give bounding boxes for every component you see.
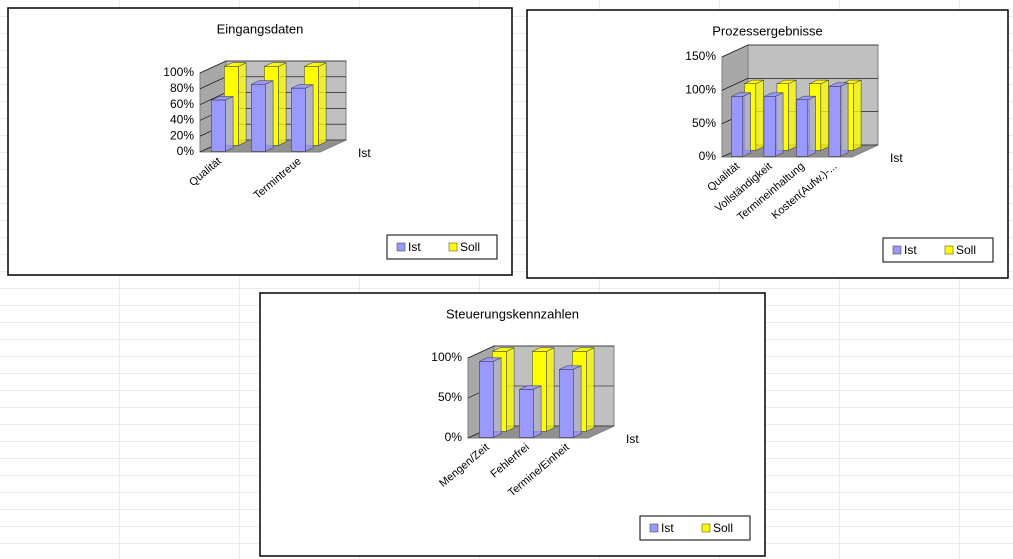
legend-swatch bbox=[649, 523, 659, 533]
bar-side bbox=[533, 385, 542, 438]
bar-side bbox=[506, 347, 515, 432]
bar bbox=[211, 99, 226, 152]
chart-title: Steuerungskennzahlen bbox=[446, 306, 579, 321]
bar-side bbox=[238, 62, 247, 146]
depth-label: Ist bbox=[626, 432, 639, 446]
bar bbox=[519, 389, 534, 438]
bar bbox=[479, 361, 494, 438]
legend-swatch bbox=[944, 245, 954, 255]
bar-side bbox=[840, 82, 849, 157]
bar-side bbox=[586, 347, 595, 432]
y-tick-label: 0% bbox=[699, 149, 717, 163]
y-tick-label: 40% bbox=[170, 113, 194, 127]
y-tick-label: 80% bbox=[170, 81, 194, 95]
legend-label: Ist bbox=[661, 521, 674, 535]
legend-swatch bbox=[701, 523, 711, 533]
legend-label: Soll bbox=[713, 521, 733, 535]
y-tick-label: 100% bbox=[685, 83, 716, 97]
y-tick-label: 20% bbox=[170, 128, 194, 142]
bar-side bbox=[755, 79, 764, 151]
bar bbox=[828, 86, 841, 157]
grid-line bbox=[199, 60, 346, 74]
legend-box bbox=[639, 515, 751, 541]
bar-side bbox=[788, 79, 797, 151]
legend-swatch bbox=[396, 242, 406, 252]
bar-side bbox=[225, 96, 234, 152]
bar bbox=[796, 99, 809, 157]
bar-side bbox=[807, 95, 816, 157]
y-tick-label: 0% bbox=[445, 430, 463, 444]
bar-side bbox=[775, 92, 784, 157]
legend-swatch bbox=[892, 245, 902, 255]
bar-side bbox=[318, 62, 327, 146]
legend-box bbox=[386, 234, 498, 260]
depth-label: Ist bbox=[890, 151, 903, 165]
bar-side bbox=[820, 79, 829, 151]
grid-line bbox=[721, 44, 878, 58]
grid-line bbox=[721, 78, 878, 91]
chart-title: Eingangsdaten bbox=[217, 21, 304, 36]
bar bbox=[291, 87, 306, 152]
bar-side bbox=[546, 347, 555, 432]
y-tick-label: 100% bbox=[163, 65, 194, 79]
bar-side bbox=[742, 92, 751, 157]
bar-side bbox=[305, 84, 314, 152]
bar bbox=[763, 96, 776, 157]
bar-side bbox=[278, 62, 287, 146]
bar bbox=[731, 96, 744, 157]
bar-side bbox=[853, 79, 862, 151]
grid-line bbox=[467, 345, 614, 359]
legend-swatch bbox=[448, 242, 458, 252]
y-tick-label: 150% bbox=[685, 49, 716, 63]
bar bbox=[559, 369, 574, 438]
bar-side bbox=[573, 365, 582, 438]
y-tick-label: 0% bbox=[177, 144, 195, 158]
bar bbox=[251, 84, 266, 152]
legend-label: Ist bbox=[408, 240, 421, 254]
y-tick-label: 60% bbox=[170, 97, 194, 111]
legend-label: Ist bbox=[904, 243, 917, 257]
bar-side bbox=[265, 80, 274, 152]
legend-label: Soll bbox=[956, 243, 976, 257]
bar-side bbox=[493, 357, 502, 438]
legend-label: Soll bbox=[460, 240, 480, 254]
chart-title: Prozessergebnisse bbox=[712, 23, 823, 38]
y-tick-label: 50% bbox=[692, 116, 716, 130]
y-tick-label: 50% bbox=[438, 390, 462, 404]
y-tick-label: 100% bbox=[431, 350, 462, 364]
depth-label: Ist bbox=[358, 146, 371, 160]
legend-box bbox=[882, 237, 994, 263]
